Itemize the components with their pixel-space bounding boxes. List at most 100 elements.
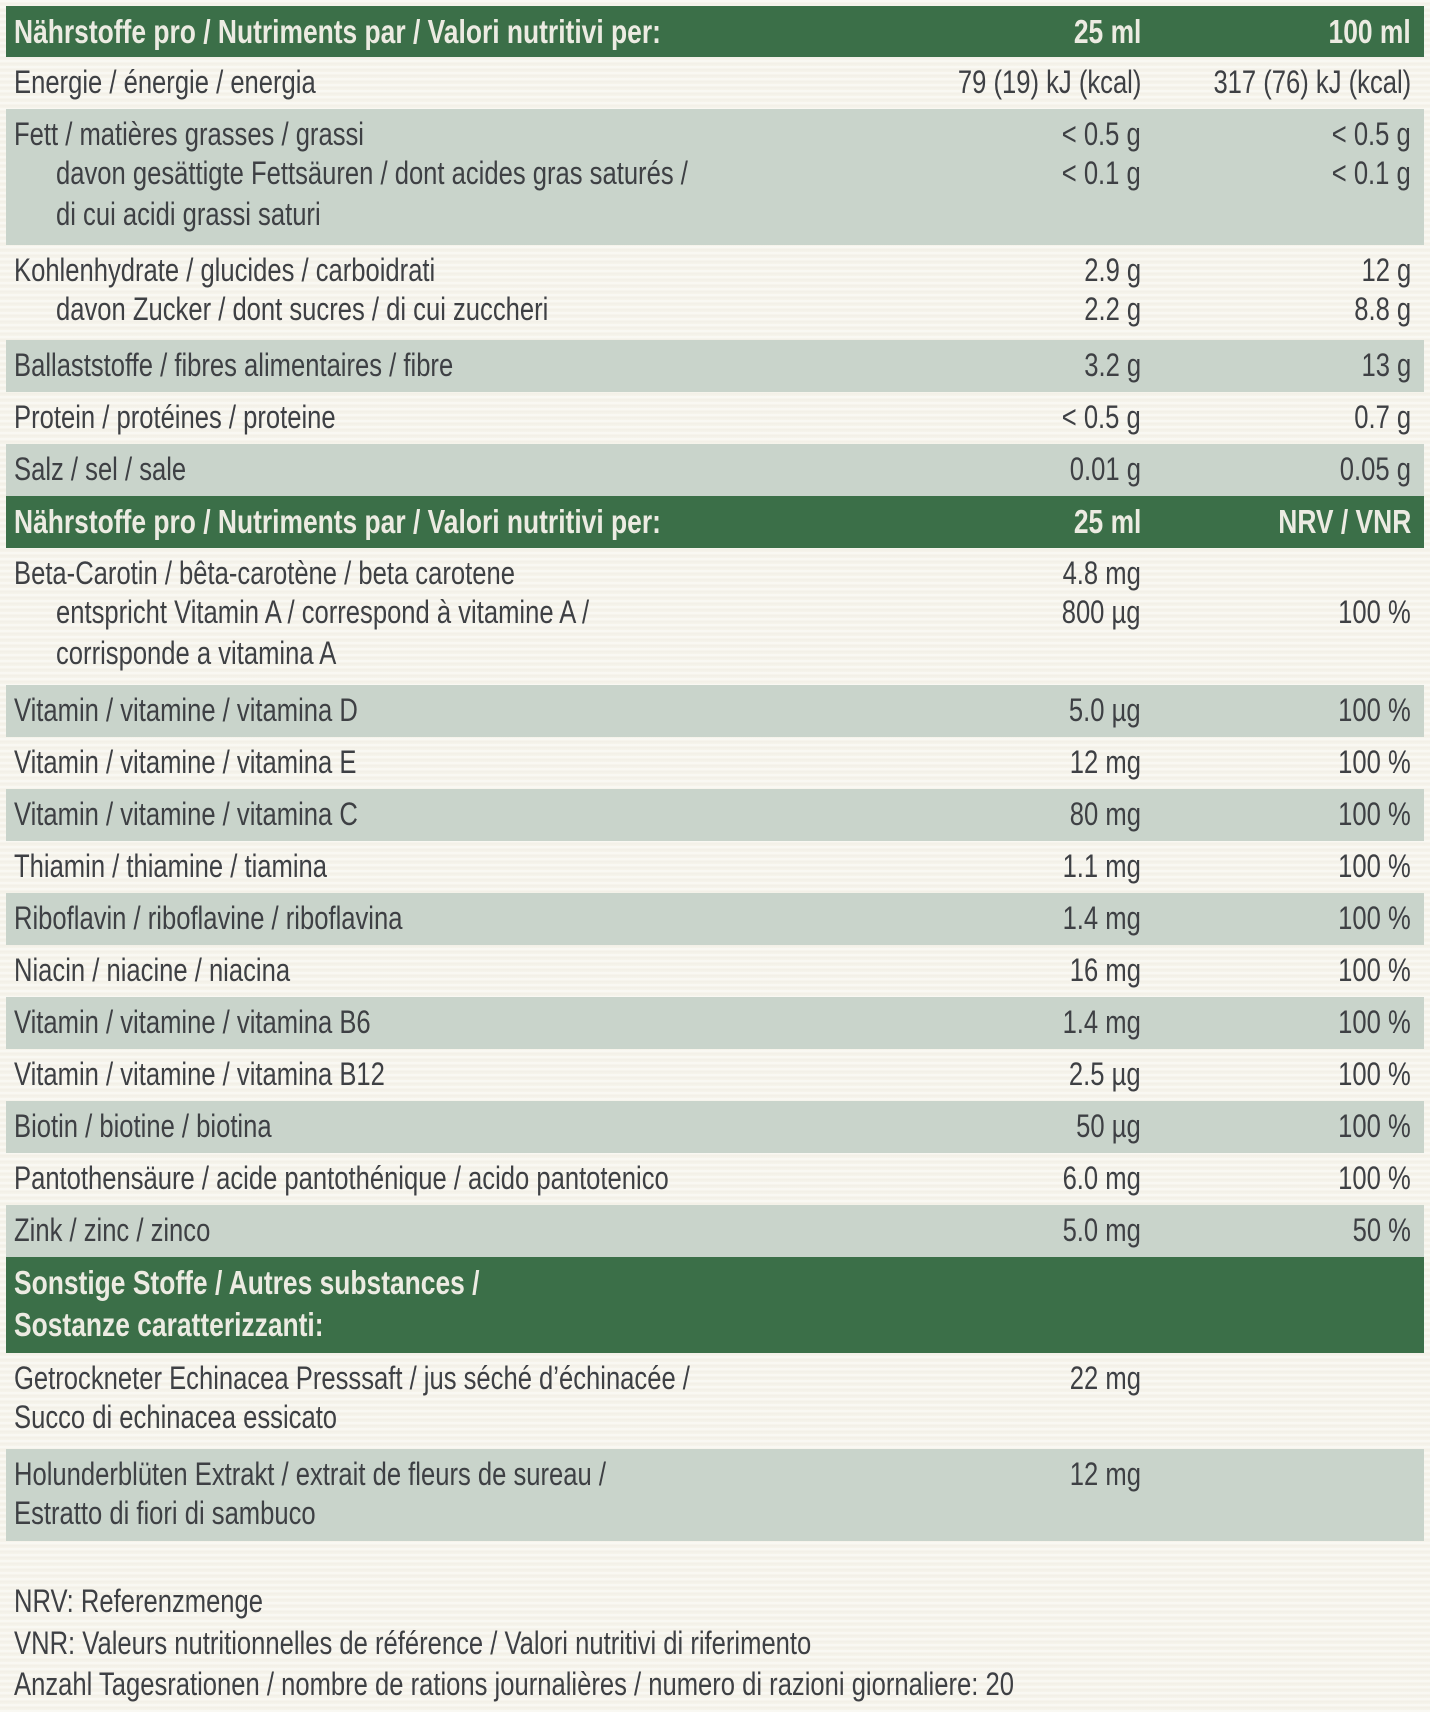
- row-label: Riboflavin / riboflavine / riboflavina: [14, 900, 403, 936]
- header-label: Nährstoffe pro / Nutriments par / Valori…: [14, 13, 661, 50]
- row-value-25ml: 2.2 g: [1084, 290, 1141, 327]
- row-label: Kohlenhydrate / glucides / carboidrati: [14, 252, 436, 288]
- row-value-25ml: 12 mg: [1069, 1456, 1141, 1492]
- footnotes: NRV: Referenzmenge VNR: Valeurs nutritio…: [14, 1581, 1264, 1706]
- row-value-nrv: 100 %: [1338, 692, 1411, 728]
- table-row-protein: Protein / protéines / proteine < 0.5 g 0…: [6, 392, 1424, 444]
- table-row-vitamin-c: Vitamin / vitamine / vitamina C 80 mg 10…: [6, 789, 1424, 841]
- table-row-echinacea: Getrockneter Echinacea Presssaft / jus s…: [6, 1353, 1424, 1449]
- row-value-25ml: < 0.1 g: [1062, 154, 1141, 191]
- row-value-nrv: 100 %: [1338, 1056, 1411, 1092]
- table-row-thiamin: Thiamin / thiamine / tiamina 1.1 mg 100 …: [6, 841, 1424, 893]
- table-row-niacin: Niacin / niacine / niacina 16 mg 100 %: [6, 945, 1424, 997]
- row-value-25ml: 16 mg: [1069, 952, 1141, 988]
- row-value-25ml: 6.0 mg: [1062, 1160, 1141, 1196]
- row-value-nrv: 100 %: [1338, 1160, 1411, 1196]
- row-value-25ml: 2.9 g: [1084, 252, 1141, 288]
- row-sublabel: davon gesättigte Fettsäuren / dont acide…: [56, 154, 688, 191]
- row-label: Vitamin / vitamine / vitamina B6: [14, 1004, 371, 1040]
- row-value-25ml: 80 mg: [1069, 796, 1141, 832]
- row-value-100ml: 13 g: [1361, 347, 1411, 383]
- row-value-25ml: 1.4 mg: [1062, 1004, 1141, 1040]
- table-row-salt: Salz / sel / sale 0.01 g 0.05 g: [6, 444, 1424, 496]
- row-label: Fett / matières grasses / grassi: [14, 116, 364, 152]
- table-row-pantothenic-acid: Pantothensäure / acide pantothénique / a…: [6, 1153, 1424, 1205]
- row-label: Protein / protéines / proteine: [14, 399, 336, 435]
- table-header-other-substances: Sonstige Stoffe / Autres substances / So…: [6, 1257, 1424, 1353]
- row-value-25ml: < 0.5 g: [1062, 116, 1141, 152]
- row-sublabel: di cui acidi grassi saturi: [56, 196, 321, 232]
- row-label: Pantothensäure / acide pantothénique / a…: [14, 1160, 669, 1196]
- row-sublabel: davon Zucker / dont sucres / di cui zucc…: [56, 290, 549, 327]
- nutrition-table: Nährstoffe pro / Nutriments par / Valori…: [6, 6, 1424, 1541]
- row-label: Vitamin / vitamine / vitamina B12: [14, 1056, 385, 1092]
- row-value-100ml: 12 g: [1361, 252, 1411, 288]
- row-value-25ml: 5.0 µg: [1069, 692, 1141, 728]
- row-label: Vitamin / vitamine / vitamina E: [14, 744, 357, 780]
- row-value-nrv: 100 %: [1338, 1108, 1411, 1144]
- footnote-nrv: NRV: Referenzmenge: [14, 1583, 264, 1619]
- table-row-elderflower: Holunderblüten Extrakt / extrait de fleu…: [6, 1449, 1424, 1541]
- header-label-line2: Sostanze caratterizzanti:: [14, 1305, 324, 1343]
- row-value-25ml: 4.8 mg: [1062, 555, 1141, 591]
- row-label: Vitamin / vitamine / vitamina C: [14, 796, 358, 832]
- table-row-riboflavin: Riboflavin / riboflavine / riboflavina 1…: [6, 893, 1424, 945]
- row-label: Vitamin / vitamine / vitamina D: [14, 692, 358, 728]
- table-row-vitamin-e: Vitamin / vitamine / vitamina E 12 mg 10…: [6, 737, 1424, 789]
- row-label: Thiamin / thiamine / tiamina: [14, 848, 328, 884]
- row-sublabel: entspricht Vitamin A / correspond à vita…: [56, 593, 590, 630]
- header-col-100ml: 100 ml: [1328, 13, 1411, 50]
- row-value-100ml: 8.8 g: [1354, 290, 1411, 327]
- row-value-25ml: 0.01 g: [1069, 451, 1141, 487]
- row-label: Ballaststoffe / fibres alimentaires / fi…: [14, 347, 454, 383]
- row-value-nrv: 100 %: [1338, 952, 1411, 988]
- row-label: Energie / énergie / energia: [14, 64, 316, 100]
- row-value-100ml: < 0.5 g: [1332, 116, 1411, 152]
- row-label: Niacin / niacine / niacina: [14, 952, 291, 988]
- table-row-biotin: Biotin / biotine / biotina 50 µg 100 %: [6, 1101, 1424, 1153]
- row-value-25ml: < 0.5 g: [1062, 399, 1141, 435]
- footnote-daily-rations: Anzahl Tagesrationen / nombre de rations…: [14, 1666, 1014, 1702]
- row-value-nrv: 100 %: [1338, 593, 1411, 630]
- row-value-nrv: 100 %: [1338, 744, 1411, 780]
- row-value-nrv: 100 %: [1338, 900, 1411, 936]
- row-value-25ml: 5.0 mg: [1062, 1212, 1141, 1248]
- table-header-nutrients-per-volume: Nährstoffe pro / Nutriments par / Valori…: [6, 6, 1424, 57]
- table-row-carbohydrates: Kohlenhydrate / glucides / carboidrati 2…: [6, 245, 1424, 340]
- header-label: Sonstige Stoffe / Autres substances /: [14, 1264, 480, 1301]
- row-label: Zink / zinc / zinco: [14, 1212, 211, 1248]
- table-row-zinc: Zink / zinc / zinco 5.0 mg 50 %: [6, 1205, 1424, 1257]
- row-label: Salz / sel / sale: [14, 451, 187, 487]
- row-value-25ml: 1.1 mg: [1062, 848, 1141, 884]
- table-header-vitamins: Nährstoffe pro / Nutriments par / Valori…: [6, 496, 1424, 548]
- table-row-vitamin-d: Vitamin / vitamine / vitamina D 5.0 µg 1…: [6, 685, 1424, 737]
- row-value-nrv: 100 %: [1338, 796, 1411, 832]
- header-col-25ml: 25 ml: [1073, 13, 1141, 50]
- row-value-100ml: 0.05 g: [1339, 451, 1411, 487]
- row-sublabel: corrisponde a vitamina A: [56, 635, 337, 671]
- header-col-nrv: NRV / VNR: [1277, 503, 1411, 540]
- table-row-fibre: Ballaststoffe / fibres alimentaires / fi…: [6, 340, 1424, 392]
- row-value-100ml: 0.7 g: [1354, 399, 1411, 435]
- row-label: Getrockneter Echinacea Presssaft / jus s…: [14, 1360, 690, 1396]
- row-label: Beta-Carotin / bêta-carotène / beta caro…: [14, 555, 515, 591]
- row-label: Biotin / biotine / biotina: [14, 1108, 272, 1144]
- footnote-vnr: VNR: Valeurs nutritionnelles de référenc…: [14, 1624, 812, 1661]
- row-value-25ml: 800 µg: [1062, 593, 1141, 630]
- row-value-25ml: 1.4 mg: [1062, 900, 1141, 936]
- row-value-25ml: 50 µg: [1076, 1108, 1141, 1144]
- row-label-line2: Estratto di fiori di sambuco: [14, 1494, 316, 1531]
- row-value-nrv: 100 %: [1338, 1004, 1411, 1040]
- row-value-nrv: 50 %: [1352, 1212, 1411, 1248]
- row-value-100ml: 317 (76) kJ (kcal): [1213, 64, 1411, 100]
- row-value-25ml: 3.2 g: [1084, 347, 1141, 383]
- header-col-25ml: 25 ml: [1073, 503, 1141, 540]
- row-value-25ml: 12 mg: [1069, 744, 1141, 780]
- row-label-line2: Succo di echinacea essicato: [14, 1398, 338, 1435]
- row-value-25ml: 22 mg: [1069, 1360, 1141, 1396]
- row-value-25ml: 2.5 µg: [1069, 1056, 1141, 1092]
- table-row-fat: Fett / matières grasses / grassi < 0.5 g…: [6, 109, 1424, 245]
- row-label: Holunderblüten Extrakt / extrait de fleu…: [14, 1456, 606, 1492]
- row-value-nrv: 100 %: [1338, 848, 1411, 884]
- row-value-100ml: < 0.1 g: [1332, 154, 1411, 191]
